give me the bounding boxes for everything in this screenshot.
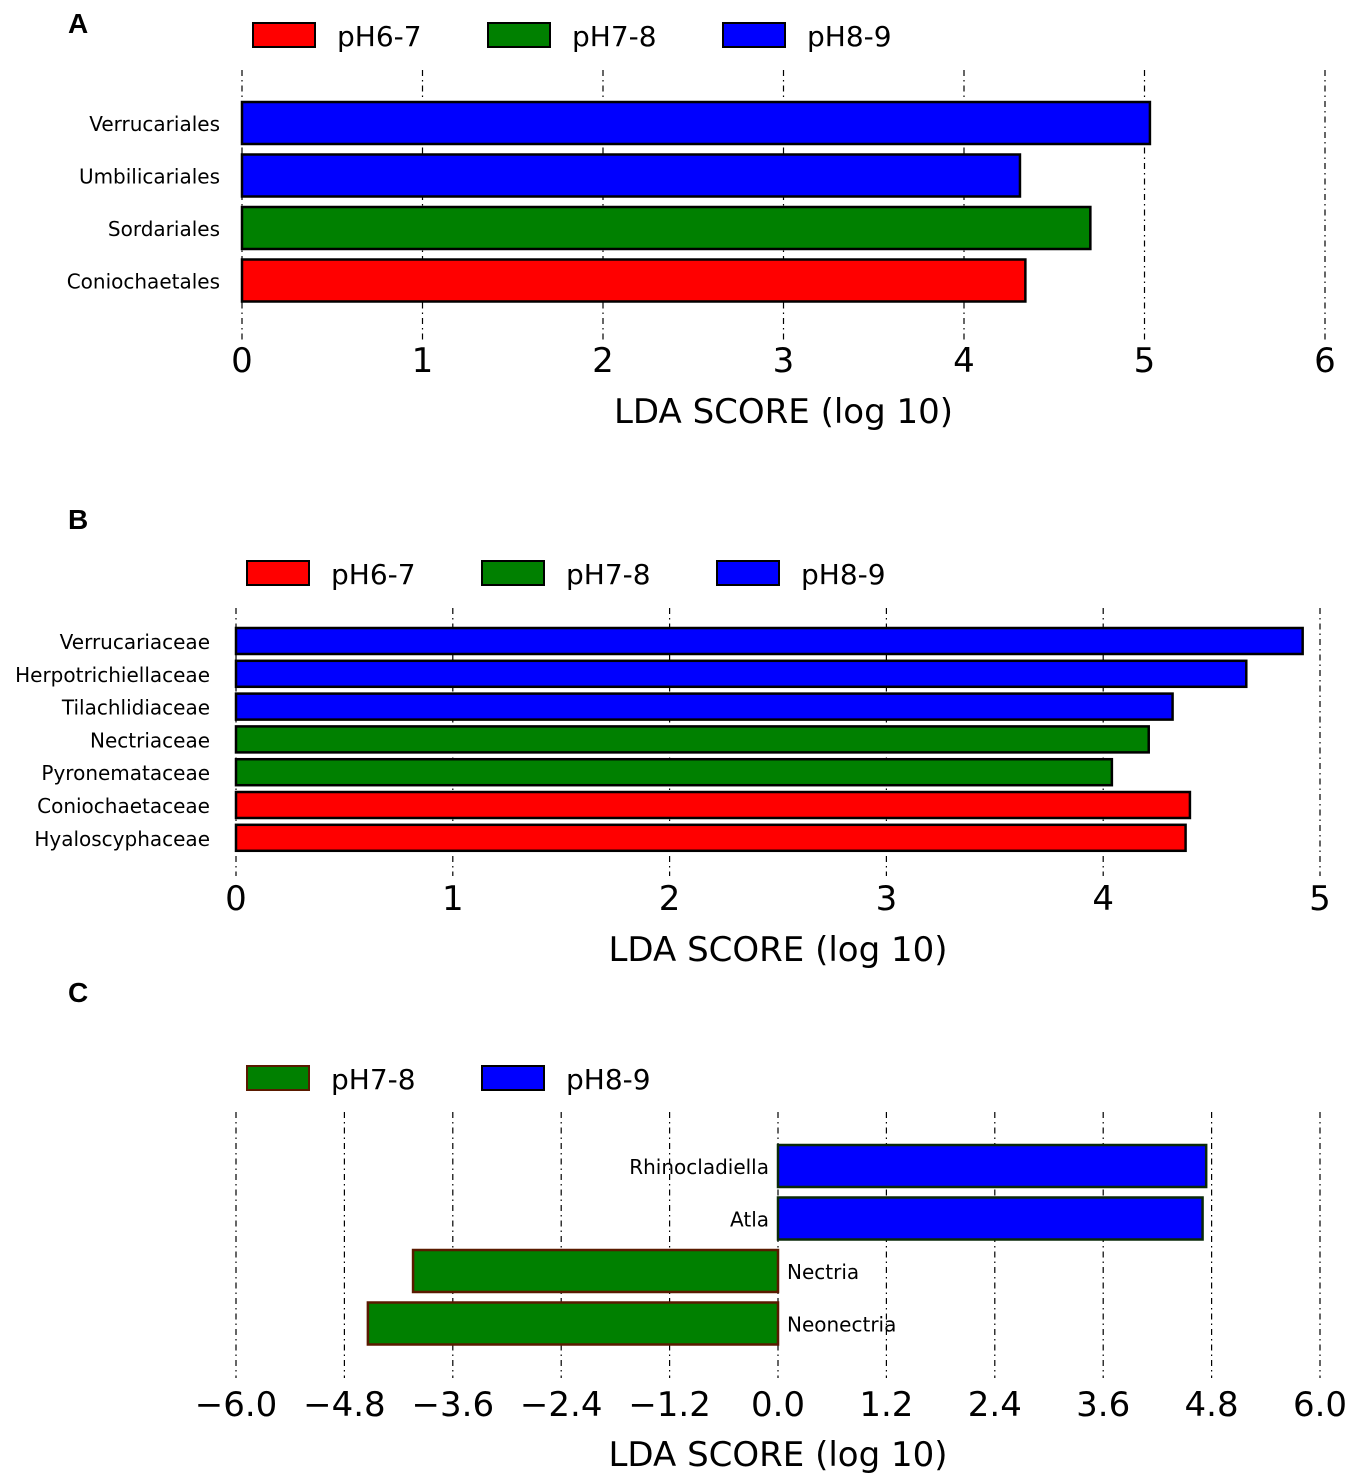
panel-c-tick-label: −2.4 [520,1385,603,1425]
panel-c-legend-swatch-pH7-8 [246,1065,310,1091]
panel-b-category-label: Coniochaetaceae [37,794,210,818]
panel-c-bar-nectria [411,1248,780,1294]
panel-b-bar-nectriaceae [234,725,1150,754]
panel-c-tick-label: −6.0 [195,1385,278,1425]
panel-c-tick-label: 4.8 [1185,1385,1239,1425]
panel-c-legend-swatch-pH8-9 [481,1065,545,1091]
panel-c-x-axis-label: LDA SCORE (log 10) [608,1435,947,1475]
panel-a-legend-label-pH8-9: pH8-9 [807,20,892,53]
panel-c-bar-neonectria [366,1301,780,1346]
panel-b-legend-swatch-pH6-7 [246,560,310,586]
panel-a-label: A [68,8,88,39]
panel-c-category-label: Atla [730,1208,769,1232]
panel-a-legend-swatch-pH7-8 [487,22,551,48]
panel-b-tick-label: 3 [876,879,898,919]
panel-c-bar-rhinocladiella [776,1143,1208,1189]
panel-a-category-label: Umbilicariales [79,165,220,189]
panel-b-bar-hyaloscyphaceae [234,823,1187,853]
panel-c-category-label: Nectria [787,1260,859,1284]
panel-a-bar-verrucariales [240,100,1152,146]
panel-a-category-label: Sordariales [108,217,220,241]
panel-a-bar-sordariales [240,205,1092,251]
panel-c-tick-label: 2.4 [968,1385,1022,1425]
panel-b-label: B [68,504,88,535]
panel-b-tick-label: 1 [442,879,464,919]
panel-b-category-label: Tilachlidiaceae [61,696,210,720]
panel-b-legend-label-pH7-8: pH7-8 [566,558,651,591]
panel-c-category-label: Rhinocladiella [629,1155,769,1179]
panel-b-legend-label-pH8-9: pH8-9 [801,558,886,591]
panel-b-bar-verrucariaceae [234,626,1304,656]
panel-c-tick-label: 1.2 [859,1385,913,1425]
panel-a-tick-label: 3 [773,341,795,381]
panel-b-category-label: Verrucariaceae [60,630,210,654]
panel-a-legend-swatch-pH8-9 [722,22,786,48]
panel-a-legend-swatch-pH6-7 [252,22,316,48]
panel-c-tick-label: 0.0 [751,1385,805,1425]
panel-b-category-label: Herpotrichiellaceae [15,663,210,687]
panel-b-tick-label: 4 [1092,879,1114,919]
panel-c-legend-label-pH8-9: pH8-9 [566,1063,651,1096]
panel-a-tick-label: 0 [231,341,253,381]
panel-b-tick-label: 2 [659,879,681,919]
panel-a-legend-label-pH6-7: pH6-7 [337,20,422,53]
panel-b-category-label: Hyaloscyphaceae [34,827,210,851]
panel-b-bar-tilachlidiaceae [234,692,1174,721]
panel-c-tick-label: −3.6 [412,1385,495,1425]
panel-c-bar-atla [776,1196,1204,1241]
panel-a-tick-label: 4 [953,341,975,381]
panel-a-legend-label-pH7-8: pH7-8 [572,20,657,53]
panel-b-x-axis-label: LDA SCORE (log 10) [608,930,947,970]
panel-b-legend-label-pH6-7: pH6-7 [331,558,416,591]
panel-b-tick-label: 0 [225,879,247,919]
panel-c-tick-label: 3.6 [1076,1385,1130,1425]
panel-a-tick-label: 2 [592,341,614,381]
panel-b-category-label: Nectriaceae [90,728,210,752]
panel-a-tick-label: 6 [1314,341,1336,381]
panel-a-x-axis-label: LDA SCORE (log 10) [614,392,953,432]
panel-b-bar-pyronemataceae [234,757,1114,787]
panel-b-bar-herpotrichiellaceae [234,659,1248,689]
panel-a-category-label: Verrucariales [89,112,220,136]
panel-c-label: C [68,977,88,1008]
panel-b-category-label: Pyronemataceae [41,761,210,785]
panel-b-legend-swatch-pH8-9 [716,560,780,586]
panel-a-category-label: Coniochaetales [67,270,220,294]
panel-c-tick-label: −1.2 [628,1385,711,1425]
panel-c-legend-label-pH7-8: pH7-8 [331,1063,416,1096]
panel-a-tick-label: 5 [1134,341,1156,381]
panel-c-tick-label: 6.0 [1293,1385,1347,1425]
panel-b-legend-swatch-pH7-8 [481,560,545,586]
panel-a-bar-umbilicariales [240,153,1022,198]
panel-c-tick-label: −4.8 [303,1385,386,1425]
panel-b-bar-coniochaetaceae [234,790,1192,820]
panel-a-tick-label: 1 [412,341,434,381]
panel-c-category-label: Neonectria [787,1313,896,1337]
panel-b-tick-label: 5 [1309,879,1331,919]
panel-a-bar-coniochaetales [240,258,1027,303]
